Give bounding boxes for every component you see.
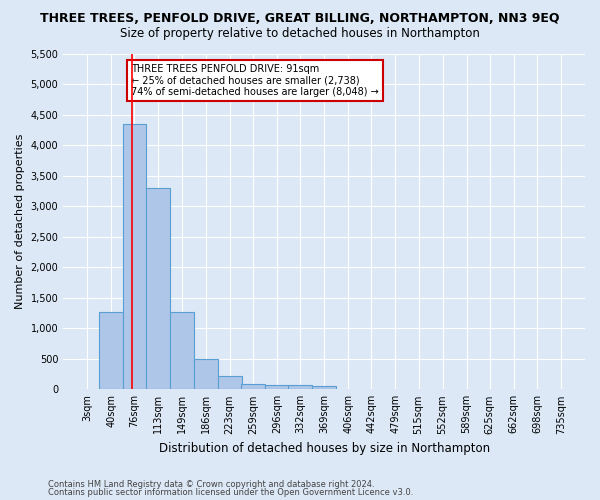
Bar	[241, 384, 265, 390]
Text: Contains public sector information licensed under the Open Government Licence v3: Contains public sector information licen…	[48, 488, 413, 497]
Bar	[312, 386, 336, 390]
Y-axis label: Number of detached properties: Number of detached properties	[15, 134, 25, 310]
Bar	[170, 312, 194, 390]
Text: THREE TREES, PENFOLD DRIVE, GREAT BILLING, NORTHAMPTON, NN3 9EQ: THREE TREES, PENFOLD DRIVE, GREAT BILLIN…	[40, 12, 560, 26]
Bar	[265, 386, 289, 390]
Bar	[288, 386, 312, 390]
Bar	[194, 360, 218, 390]
Text: Size of property relative to detached houses in Northampton: Size of property relative to detached ho…	[120, 28, 480, 40]
Bar	[146, 188, 170, 390]
Bar	[99, 312, 123, 390]
Text: THREE TREES PENFOLD DRIVE: 91sqm
← 25% of detached houses are smaller (2,738)
74: THREE TREES PENFOLD DRIVE: 91sqm ← 25% o…	[131, 64, 379, 98]
Text: Contains HM Land Registry data © Crown copyright and database right 2024.: Contains HM Land Registry data © Crown c…	[48, 480, 374, 489]
Bar	[122, 124, 146, 390]
Bar	[218, 376, 242, 390]
X-axis label: Distribution of detached houses by size in Northampton: Distribution of detached houses by size …	[158, 442, 490, 455]
